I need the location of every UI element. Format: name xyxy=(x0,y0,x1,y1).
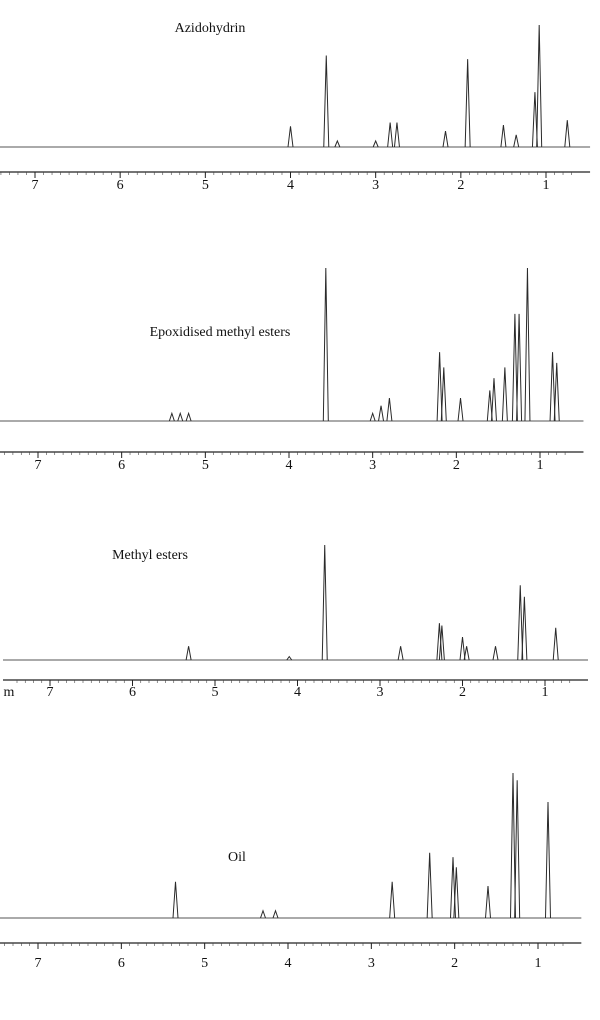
peak xyxy=(516,313,523,422)
peak xyxy=(286,655,293,661)
x-tick-label: 2 xyxy=(457,178,464,193)
peak xyxy=(334,139,341,148)
peak xyxy=(500,124,507,148)
peak xyxy=(510,772,516,919)
axis-annotation: m xyxy=(4,685,15,700)
peak xyxy=(490,378,497,422)
peak xyxy=(514,780,521,919)
peak xyxy=(464,59,471,148)
x-tick-label: 4 xyxy=(285,956,292,971)
x-tick-label: 1 xyxy=(543,178,550,193)
peak xyxy=(549,352,556,422)
x-tick-label: 1 xyxy=(535,956,542,971)
x-tick-label: 5 xyxy=(212,685,219,700)
peak xyxy=(453,867,460,919)
peak xyxy=(386,397,393,422)
peak xyxy=(492,646,499,661)
peak xyxy=(485,886,491,919)
x-tick-label: 5 xyxy=(202,458,209,473)
x-tick-label: 1 xyxy=(537,458,544,473)
peak xyxy=(177,411,184,422)
x-tick-label: 3 xyxy=(368,956,375,971)
x-tick-label: 3 xyxy=(372,178,379,193)
x-tick-label: 2 xyxy=(451,956,458,971)
peak xyxy=(387,122,394,148)
x-tick-label: 6 xyxy=(117,178,124,193)
peak xyxy=(521,596,528,661)
peak xyxy=(511,313,518,422)
peak xyxy=(426,852,433,919)
peak xyxy=(536,24,543,148)
peak xyxy=(260,909,266,919)
peak xyxy=(185,411,192,422)
panel-title: Oil xyxy=(228,850,246,865)
x-tick-label: 7 xyxy=(35,956,42,971)
x-tick-label: 7 xyxy=(32,178,39,193)
peak xyxy=(436,352,443,422)
x-tick-label: 3 xyxy=(377,685,384,700)
peak xyxy=(552,627,559,661)
peak xyxy=(185,646,192,661)
peak xyxy=(486,390,493,422)
peak xyxy=(457,397,464,422)
peak xyxy=(553,362,560,422)
x-tick-label: 5 xyxy=(202,178,209,193)
x-tick-label: 1 xyxy=(542,685,549,700)
x-tick-label: 6 xyxy=(129,685,136,700)
x-tick-label: 6 xyxy=(118,956,125,971)
peak xyxy=(440,367,447,422)
peak xyxy=(321,544,328,661)
x-tick-label: 2 xyxy=(459,685,466,700)
peak xyxy=(369,411,376,422)
peak xyxy=(438,625,445,661)
panel-title: Azidohydrin xyxy=(175,21,246,36)
peak xyxy=(501,367,508,422)
peak xyxy=(393,122,400,148)
peak xyxy=(459,636,466,661)
x-tick-label: 7 xyxy=(47,685,54,700)
panel-title: Methyl esters xyxy=(112,548,188,563)
peak xyxy=(168,411,175,422)
x-tick-label: 7 xyxy=(35,458,42,473)
peak xyxy=(172,881,179,919)
x-tick-label: 4 xyxy=(287,178,294,193)
peak xyxy=(524,267,531,422)
peak xyxy=(378,405,385,422)
x-tick-label: 3 xyxy=(369,458,376,473)
peak xyxy=(442,131,449,148)
peak xyxy=(397,646,404,661)
peak xyxy=(463,646,470,661)
peak xyxy=(287,126,294,148)
x-tick-label: 2 xyxy=(453,458,460,473)
peak xyxy=(564,120,571,148)
x-tick-label: 6 xyxy=(118,458,125,473)
peak xyxy=(322,267,329,422)
peak xyxy=(545,801,551,919)
peak xyxy=(436,623,443,661)
x-tick-label: 5 xyxy=(201,956,208,971)
peak xyxy=(323,55,330,148)
panel-title: Epoxidised methyl esters xyxy=(150,325,291,340)
x-tick-label: 4 xyxy=(286,458,293,473)
peak xyxy=(272,909,279,919)
peak xyxy=(389,881,396,919)
peak xyxy=(517,585,524,661)
peak xyxy=(513,134,520,148)
peak xyxy=(372,139,379,148)
x-tick-label: 4 xyxy=(294,685,301,700)
